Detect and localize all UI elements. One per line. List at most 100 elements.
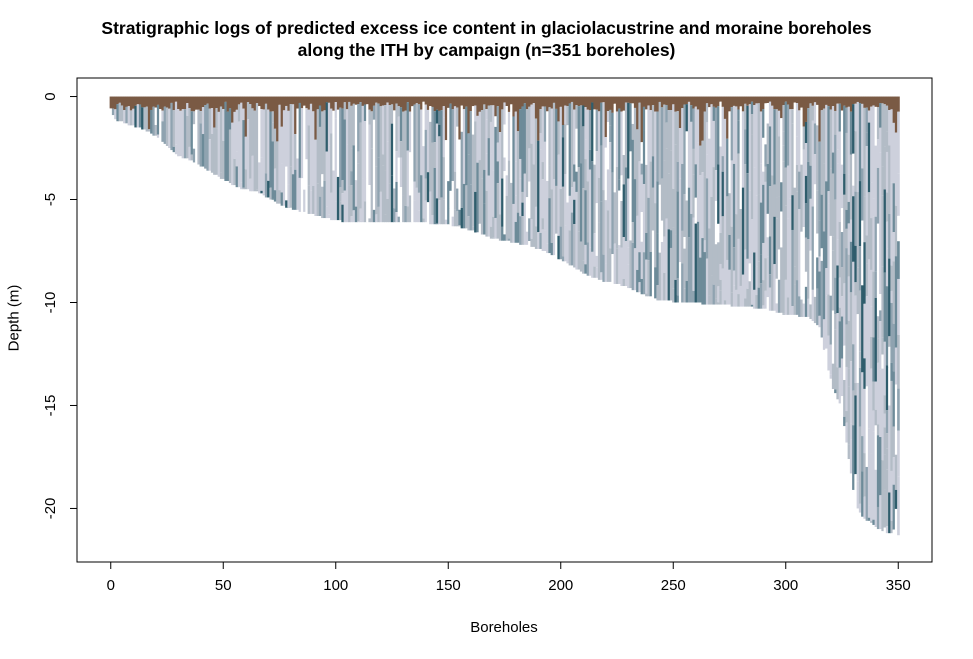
active-layer-segment bbox=[397, 96, 401, 107]
ice-segment bbox=[487, 175, 491, 237]
ice-segment bbox=[541, 162, 545, 180]
ice-segment bbox=[854, 395, 858, 475]
ice-segment bbox=[584, 190, 588, 245]
ice-segment bbox=[408, 111, 412, 153]
active-layer-segment bbox=[834, 96, 837, 111]
ice-segment bbox=[381, 154, 385, 166]
borehole-329 bbox=[847, 96, 851, 460]
active-layer-segment bbox=[285, 96, 288, 106]
borehole-278 bbox=[732, 96, 736, 307]
ice-segment bbox=[849, 439, 853, 467]
ice-segment bbox=[838, 221, 842, 278]
ice-segment bbox=[595, 255, 599, 268]
ice-segment bbox=[874, 409, 878, 426]
ice-segment bbox=[732, 285, 736, 307]
ice-segment bbox=[820, 248, 824, 261]
ice-segment bbox=[624, 241, 628, 287]
ice-segment bbox=[404, 185, 408, 206]
borehole-76 bbox=[278, 96, 282, 204]
ice-segment bbox=[420, 109, 423, 176]
ice-segment bbox=[780, 118, 783, 183]
ice-segment bbox=[341, 180, 345, 194]
ice-segment bbox=[192, 148, 196, 163]
ice-segment bbox=[847, 174, 851, 202]
ice-segment bbox=[303, 189, 306, 212]
borehole-143 bbox=[429, 96, 432, 225]
ice-segment bbox=[120, 105, 124, 122]
borehole-127 bbox=[393, 96, 396, 223]
borehole-86 bbox=[300, 96, 304, 212]
borehole-271 bbox=[717, 96, 720, 305]
ice-segment bbox=[422, 218, 426, 223]
ice-segment bbox=[195, 109, 198, 163]
borehole-227 bbox=[618, 96, 621, 284]
borehole-273 bbox=[721, 96, 725, 305]
ice-segment bbox=[372, 119, 376, 210]
borehole-84 bbox=[296, 96, 300, 210]
ice-segment bbox=[708, 228, 711, 296]
ice-segment bbox=[462, 109, 466, 184]
ice-segment bbox=[161, 110, 165, 122]
ice-segment bbox=[496, 161, 500, 184]
ice-segment bbox=[309, 190, 313, 214]
ice-segment bbox=[856, 267, 860, 315]
ice-segment bbox=[291, 104, 295, 175]
borehole-253 bbox=[676, 96, 680, 303]
borehole-128 bbox=[395, 96, 399, 223]
ice-segment bbox=[503, 102, 507, 125]
ice-segment bbox=[393, 110, 396, 189]
ice-segment bbox=[867, 192, 871, 260]
ice-segment bbox=[876, 362, 880, 425]
ice-segment bbox=[872, 271, 876, 338]
borehole-18 bbox=[147, 96, 151, 132]
ice-segment bbox=[737, 294, 741, 307]
ice-segment bbox=[179, 156, 183, 157]
ice-segment bbox=[278, 190, 282, 204]
ice-segment bbox=[764, 181, 768, 259]
ice-segment bbox=[449, 190, 453, 209]
borehole-185 bbox=[523, 96, 527, 245]
ice-segment bbox=[890, 265, 894, 291]
borehole-17 bbox=[145, 96, 149, 132]
ice-segment bbox=[710, 275, 714, 305]
ice-segment bbox=[800, 231, 804, 300]
active-layer-segment bbox=[426, 96, 430, 110]
ice-segment bbox=[651, 230, 655, 282]
borehole-166 bbox=[480, 96, 484, 235]
borehole-336 bbox=[863, 96, 867, 519]
ice-segment bbox=[897, 111, 900, 174]
ice-segment bbox=[543, 106, 547, 142]
borehole-198 bbox=[552, 96, 556, 256]
borehole-217 bbox=[595, 96, 599, 278]
ice-segment bbox=[757, 261, 761, 288]
active-layer-segment bbox=[543, 96, 547, 107]
ice-segment bbox=[359, 102, 363, 123]
ice-segment bbox=[350, 185, 354, 217]
borehole-199 bbox=[555, 96, 558, 258]
active-layer-segment bbox=[129, 96, 133, 111]
active-layer-segment bbox=[820, 96, 824, 111]
active-layer-segment bbox=[831, 96, 835, 107]
ice-segment bbox=[879, 310, 882, 322]
ice-segment bbox=[885, 410, 889, 434]
active-layer-segment bbox=[861, 96, 864, 104]
ice-segment bbox=[260, 190, 264, 194]
ice-segment bbox=[888, 346, 891, 368]
ice-segment bbox=[710, 196, 714, 276]
ice-segment bbox=[712, 120, 716, 168]
ice-segment bbox=[280, 163, 284, 193]
active-layer-segment bbox=[476, 96, 480, 116]
borehole-265 bbox=[703, 96, 707, 305]
ice-segment bbox=[408, 195, 412, 223]
active-layer-segment bbox=[665, 96, 669, 105]
ice-segment bbox=[831, 236, 835, 251]
active-layer-segment bbox=[561, 96, 565, 125]
ice-segment bbox=[890, 290, 894, 303]
ice-segment bbox=[827, 203, 831, 295]
active-layer-segment bbox=[876, 96, 880, 108]
ice-segment bbox=[719, 232, 723, 264]
x-axis-label: Boreholes bbox=[470, 619, 538, 636]
ice-segment bbox=[771, 240, 774, 311]
ice-segment bbox=[897, 476, 900, 536]
ice-segment bbox=[672, 288, 675, 303]
